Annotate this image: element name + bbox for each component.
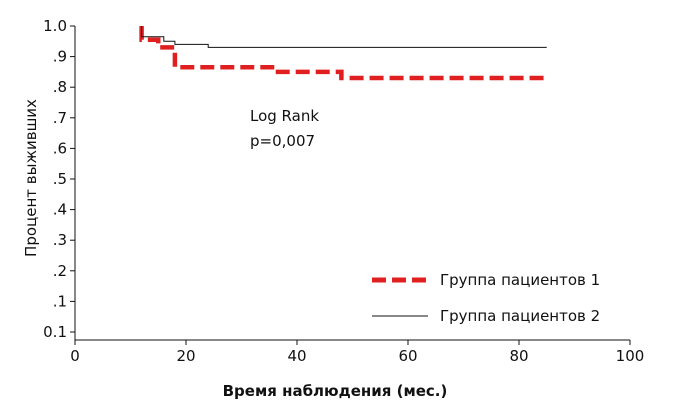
series-line-group-1 <box>139 26 547 81</box>
series-layer <box>139 26 547 81</box>
x-tick-label: 40 <box>287 347 306 365</box>
legend-label-group-1: Группа пациентов 1 <box>440 271 600 289</box>
x-tick-label: 80 <box>509 347 528 365</box>
y-tick-label: 1.0 <box>43 17 67 35</box>
y-tick-label: .8 <box>53 78 67 96</box>
y-tick-label: .5 <box>53 170 67 188</box>
y-tick-label: .9 <box>53 48 67 66</box>
legend-label-group-2: Группа пациентов 2 <box>440 307 600 325</box>
x-axis-label: Время наблюдения (мес.) <box>223 382 448 400</box>
x-tick-label: 100 <box>616 347 645 365</box>
annotation-log-rank: Log Rank <box>250 107 319 125</box>
legend: Группа пациентов 1 Группа пациентов 2 <box>372 271 600 325</box>
y-tick-label: .4 <box>53 201 67 219</box>
y-tick-label: .1 <box>53 292 67 310</box>
x-tick-label: 60 <box>398 347 417 365</box>
x-tick-label: 20 <box>176 347 195 365</box>
y-tick-label: .2 <box>53 262 67 280</box>
y-tick-label: .6 <box>53 139 67 157</box>
x-tick-label: 0 <box>70 347 80 365</box>
y-tick-label: 0.1 <box>43 323 67 341</box>
y-tick-label: .7 <box>53 109 67 127</box>
annotation-p-value: p=0,007 <box>250 132 315 150</box>
x-axis-ticks: 0 20 40 60 80 100 <box>70 340 644 365</box>
y-tick-label: .3 <box>53 231 67 249</box>
axes <box>74 26 630 341</box>
y-axis-label: Процент выживших <box>22 99 40 257</box>
y-axis-ticks: 1.0 .9 .8 .7 .6 .5 .4 .3 .2 .1 0.1 <box>43 17 75 341</box>
series-line-group-2 <box>141 26 547 48</box>
